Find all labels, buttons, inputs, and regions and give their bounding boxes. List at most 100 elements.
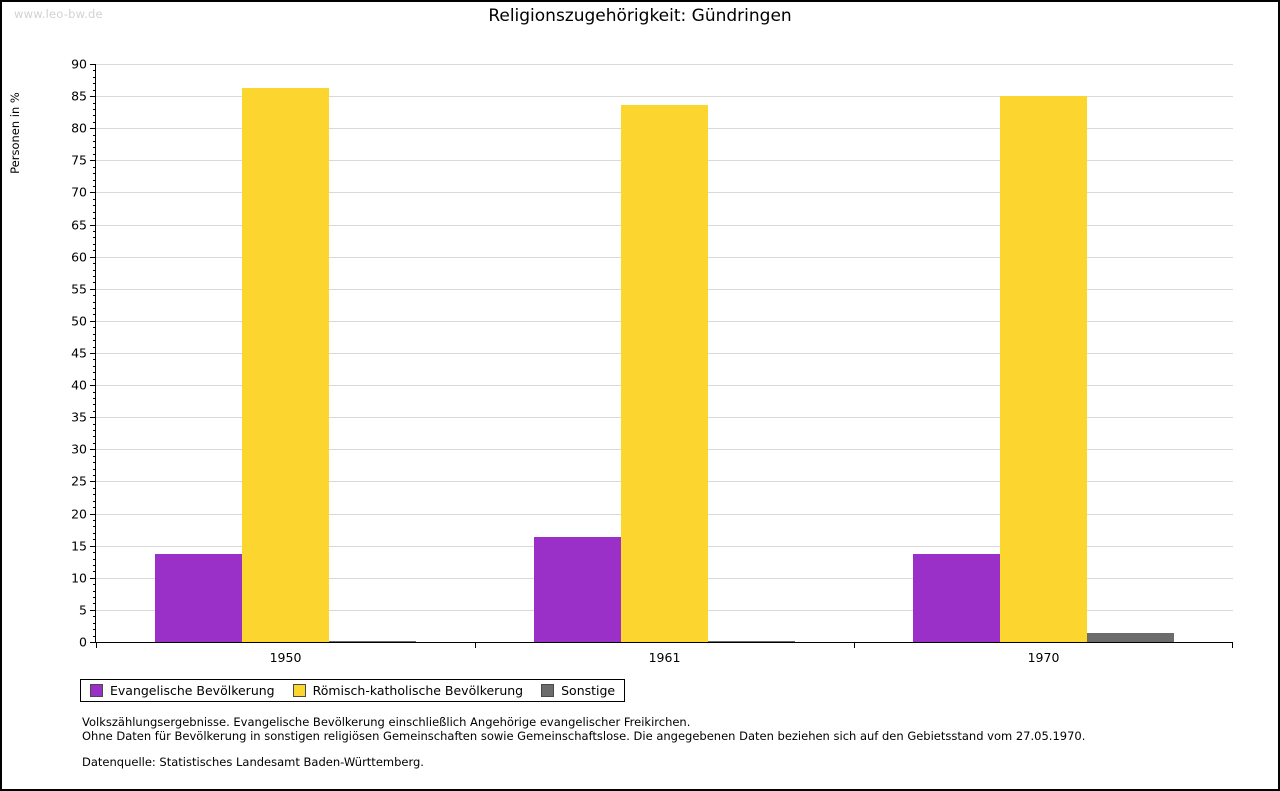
y-axis-tick xyxy=(90,96,96,98)
legend-label: Sonstige xyxy=(561,683,616,698)
legend-label: Evangelische Bevölkerung xyxy=(110,683,275,698)
y-axis-tick xyxy=(93,211,96,213)
y-axis-label: 70 xyxy=(71,184,87,200)
y-axis-tick xyxy=(93,346,96,348)
legend-item-sonst[interactable]: Sonstige xyxy=(541,683,615,698)
y-axis-tick xyxy=(93,121,96,123)
y-axis-tick xyxy=(93,397,96,399)
y-axis-tick xyxy=(90,609,96,611)
y-axis-tick xyxy=(93,558,96,560)
y-axis-tick xyxy=(93,590,96,592)
y-axis-tick xyxy=(93,108,96,110)
y-axis-tick xyxy=(93,333,96,335)
y-axis-tick xyxy=(93,597,96,599)
y-axis-tick xyxy=(93,622,96,624)
y-axis-tick xyxy=(93,462,96,464)
legend-item-evang[interactable]: Evangelische Bevölkerung xyxy=(90,683,275,698)
y-axis-tick xyxy=(90,64,96,65)
y-axis-tick xyxy=(93,198,96,200)
y-axis-tick xyxy=(90,545,96,547)
bar-1961-evang xyxy=(534,537,621,642)
y-axis-tick xyxy=(93,532,96,534)
y-axis-label: 0 xyxy=(79,634,87,650)
y-axis-label: 60 xyxy=(71,249,87,265)
y-axis-tick xyxy=(93,410,96,412)
footnote-line-2: Ohne Daten für Bevölkerung in sonstigen … xyxy=(82,729,1086,743)
y-axis-tick xyxy=(93,237,96,239)
y-axis-tick xyxy=(93,102,96,104)
y-axis-tick xyxy=(93,571,96,573)
gridline xyxy=(96,96,1233,98)
y-axis-tick xyxy=(93,243,96,245)
y-axis-tick xyxy=(93,475,96,477)
y-axis-tick xyxy=(93,141,96,143)
y-axis-tick xyxy=(90,642,96,643)
y-axis-title: Personen in % xyxy=(6,64,24,642)
y-axis-title-label: Personen in % xyxy=(8,92,23,174)
y-axis-label: 20 xyxy=(71,506,87,522)
y-axis-label: 85 xyxy=(71,88,87,104)
y-axis-tick xyxy=(93,468,96,470)
y-axis-tick xyxy=(93,378,96,380)
y-axis-tick xyxy=(93,76,96,78)
y-axis-tick xyxy=(93,134,96,136)
y-axis-tick xyxy=(90,353,96,354)
y-axis-tick xyxy=(93,115,96,117)
plot-area: 0 5 10 15 20 25 30 35 40 45 50 55 60 65 70 75 80 85 90 195… xyxy=(71,57,1233,665)
y-axis-label: 45 xyxy=(71,345,87,361)
bar-1970-evang xyxy=(913,554,1000,642)
y-axis-tick xyxy=(93,552,96,554)
y-axis-label: 30 xyxy=(71,441,87,457)
y-axis-tick xyxy=(93,507,96,509)
y-axis-tick xyxy=(93,70,96,72)
legend-item-kath[interactable]: Römisch-katholische Bevölkerung xyxy=(292,683,523,698)
y-axis-tick xyxy=(93,83,96,85)
footnote-line-1: Volkszählungsergebnisse. Evangelische Be… xyxy=(82,715,691,729)
y-axis-tick xyxy=(93,173,96,175)
y-axis-tick xyxy=(93,166,96,168)
y-axis-tick xyxy=(90,320,96,322)
y-axis-tick xyxy=(93,186,96,188)
x-axis-label: 1970 xyxy=(1027,650,1060,665)
legend-swatch-kath xyxy=(292,684,306,697)
y-axis-label: 25 xyxy=(71,473,87,489)
y-axis-tick xyxy=(93,616,96,618)
y-axis-tick xyxy=(90,577,96,579)
y-axis-label: 90 xyxy=(71,56,87,72)
y-axis-label: 35 xyxy=(71,409,87,425)
y-axis-tick xyxy=(90,385,96,387)
bar-1970-sonst xyxy=(1087,633,1174,642)
y-axis-tick xyxy=(93,359,96,361)
y-axis-tick xyxy=(93,391,96,393)
y-axis-tick xyxy=(90,256,96,258)
y-axis-tick xyxy=(93,423,96,425)
y-axis-tick xyxy=(93,269,96,271)
y-axis-tick xyxy=(93,308,96,310)
y-axis-tick xyxy=(93,153,96,155)
page-title: Religionszugehörigkeit: Gündringen xyxy=(488,6,792,26)
legend-swatch-evang xyxy=(90,684,103,697)
y-axis-tick xyxy=(93,89,96,91)
y-axis-tick xyxy=(93,250,96,252)
y-axis-label: 50 xyxy=(71,313,87,329)
x-axis-label: 1961 xyxy=(648,650,681,665)
watermark: www.leo-bw.de xyxy=(14,7,103,21)
y-axis-label: 40 xyxy=(71,377,87,393)
y-axis-tick xyxy=(93,436,96,438)
y-axis-tick xyxy=(93,564,96,566)
y-axis-tick xyxy=(90,128,96,130)
x-axis-tick xyxy=(96,642,97,648)
x-axis-tick xyxy=(854,642,855,648)
y-axis-tick xyxy=(93,263,96,265)
bar-1950-kath xyxy=(242,87,329,642)
y-axis-tick xyxy=(93,584,96,586)
y-axis-tick xyxy=(93,147,96,149)
y-axis-tick xyxy=(93,205,96,207)
y-axis-label: 5 xyxy=(79,602,87,618)
y-axis-tick xyxy=(90,481,96,483)
y-axis-tick xyxy=(93,365,96,367)
y-axis-tick xyxy=(93,218,96,220)
y-axis-tick xyxy=(93,500,96,502)
y-axis-tick xyxy=(93,603,96,605)
y-axis-tick xyxy=(93,487,96,489)
